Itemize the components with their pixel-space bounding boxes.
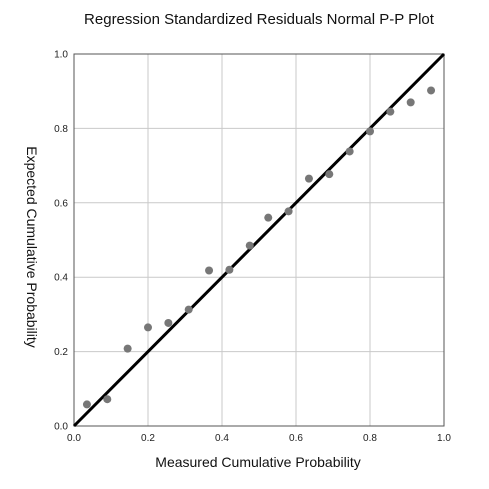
data-point-0-7	[225, 265, 234, 274]
y-tick-label-0: 0.0	[54, 422, 68, 433]
data-point-0-13	[345, 147, 354, 156]
x-tick-label-5: 1.0	[437, 433, 451, 444]
data-point-0-5	[184, 305, 193, 314]
x-tick-label-3: 0.6	[289, 433, 303, 444]
data-point-0-17	[427, 86, 436, 95]
y-tick-label-3: 0.6	[54, 198, 68, 209]
data-point-0-4	[164, 318, 173, 327]
y-tick-label-2: 0.4	[54, 273, 68, 284]
data-point-0-11	[304, 174, 313, 183]
data-point-0-12	[325, 170, 334, 179]
data-point-0-16	[406, 98, 415, 107]
data-point-0-3	[144, 323, 152, 332]
x-tick-label-4: 0.8	[363, 433, 377, 444]
x-tick-label-0: 0.0	[67, 433, 81, 444]
data-point-0-0	[82, 400, 91, 409]
grid-layer	[74, 54, 444, 426]
reference-line	[72, 52, 446, 428]
data-point-0-14	[366, 127, 374, 136]
y-tick-label-1: 0.2	[54, 347, 68, 358]
x-tick-label-1: 0.2	[141, 433, 155, 444]
y-tick-label-4: 0.8	[54, 124, 68, 135]
tick-label-layer: 0.0 0.2 0.4 0.6 0.8 1.0 0.0 0.2 0.4 0.6 0.8 1.0	[54, 50, 451, 445]
y-axis-title: Expected Cumulative Probability	[24, 146, 40, 348]
y-tick-label-5: 1.0	[54, 50, 68, 61]
plot-frame	[73, 53, 445, 427]
data-point-0-9	[264, 213, 273, 222]
data-point-0-8	[245, 241, 254, 250]
data-point-layer	[82, 86, 436, 409]
data-point-0-1	[103, 395, 112, 404]
data-point-0-2	[123, 344, 132, 353]
data-point-0-10	[284, 207, 293, 216]
data-point-0-15	[386, 107, 395, 116]
x-tick-label-2: 0.4	[215, 433, 229, 444]
chart-title: Regression Standardized Residuals Normal…	[84, 11, 435, 28]
data-point-0-6	[205, 266, 214, 275]
x-axis-title: Measured Cumulative Probability	[155, 454, 360, 470]
